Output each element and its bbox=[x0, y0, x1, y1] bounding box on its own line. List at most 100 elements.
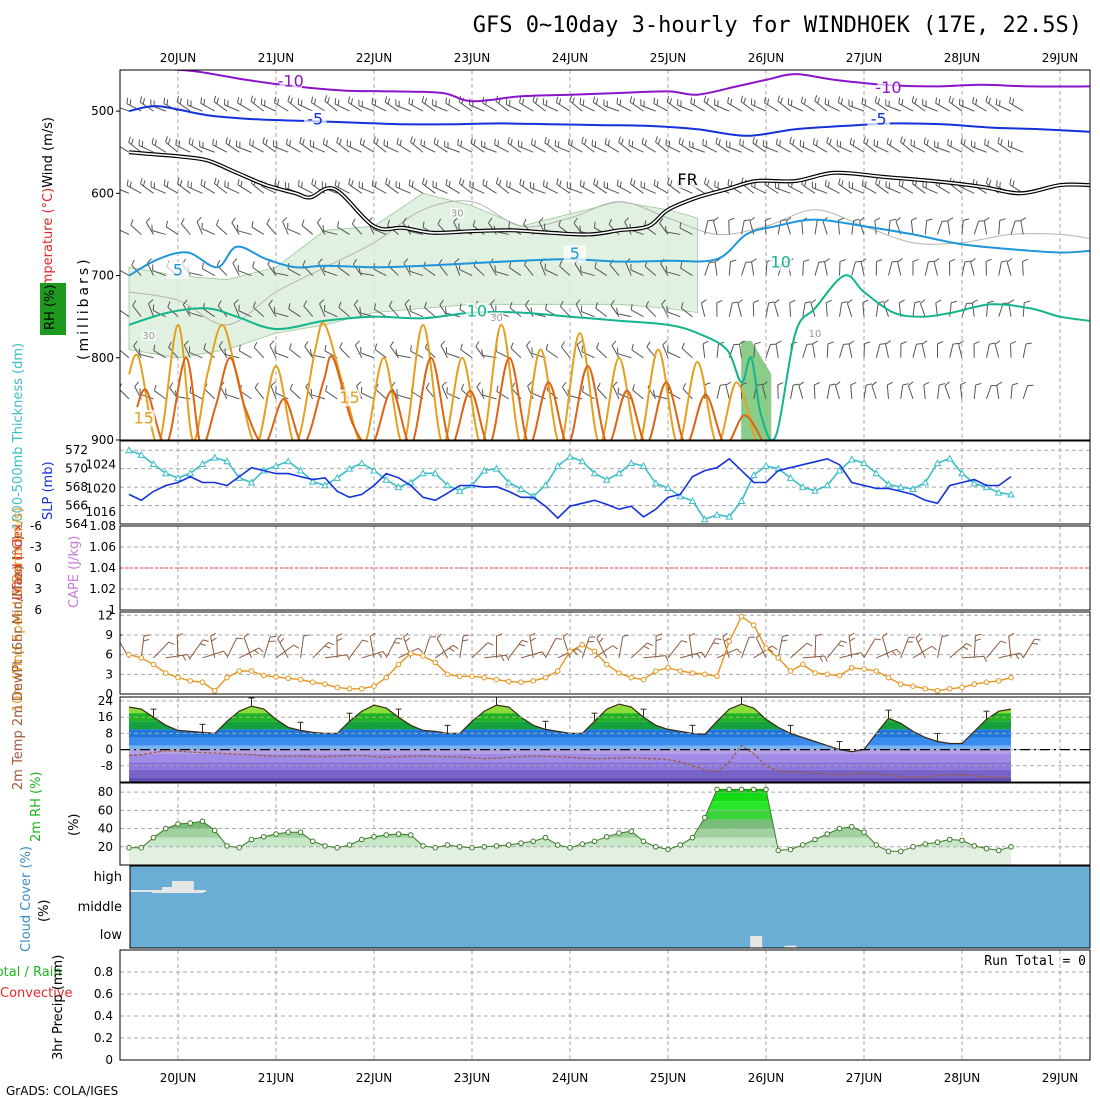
wind-barb-flag bbox=[1019, 652, 1024, 659]
wind-barb bbox=[665, 144, 681, 153]
wind-barb-flag bbox=[641, 137, 644, 144]
wind-barb bbox=[471, 642, 489, 659]
wind-barb-flag bbox=[506, 180, 508, 187]
wind-barb-flag bbox=[545, 303, 548, 310]
wind-barb bbox=[898, 184, 914, 194]
wind-barb-flag bbox=[866, 383, 873, 386]
y-tick-label: 6 bbox=[105, 648, 113, 662]
wind-barb-flag bbox=[963, 139, 966, 146]
wind-barb bbox=[165, 226, 179, 235]
wind-barb-flag bbox=[701, 299, 707, 304]
wind-barb-flag bbox=[754, 341, 761, 345]
wind-barb bbox=[789, 302, 791, 317]
wind-barb-flag bbox=[891, 650, 897, 656]
wind-barb bbox=[616, 103, 632, 112]
data-point bbox=[885, 674, 892, 681]
wind-barb bbox=[775, 187, 791, 194]
wind-barb-flag bbox=[607, 139, 610, 146]
wind-barb bbox=[848, 105, 865, 112]
wind-barb-flag bbox=[643, 220, 647, 227]
data-point bbox=[873, 842, 880, 848]
wind-barb-flag bbox=[762, 381, 768, 386]
wind-barb-flag bbox=[886, 137, 889, 144]
wind-barb-flag bbox=[693, 99, 696, 106]
data-point bbox=[701, 671, 708, 678]
data-point bbox=[933, 459, 942, 467]
wind-barb bbox=[176, 635, 179, 658]
wind-barb-flag bbox=[163, 179, 166, 186]
wind-barb bbox=[873, 145, 889, 153]
wind-barb bbox=[640, 104, 656, 112]
wind-barb-flag bbox=[439, 299, 444, 306]
data-point bbox=[322, 681, 328, 687]
wind-barb bbox=[153, 350, 167, 359]
wind-barb bbox=[153, 641, 170, 659]
wind-barb-flag bbox=[411, 99, 414, 106]
wind-barb-flag bbox=[371, 97, 374, 104]
contour-label: 15 bbox=[134, 409, 154, 428]
date-label-bottom: 22JUN bbox=[356, 1071, 393, 1085]
wind-barb bbox=[737, 303, 742, 317]
wind-barb-flag bbox=[593, 221, 596, 228]
wind-barb bbox=[556, 102, 571, 112]
y-tick-label: 500 bbox=[91, 104, 114, 118]
wind-barb-flag bbox=[775, 340, 782, 345]
wind-barb bbox=[911, 101, 926, 112]
wind-barb bbox=[834, 385, 840, 400]
wind-barb-flag bbox=[720, 383, 727, 386]
wind-barb bbox=[388, 305, 399, 317]
wind-barb-flag bbox=[154, 139, 157, 146]
data-point bbox=[236, 844, 243, 851]
wind-barb-flag bbox=[824, 98, 827, 105]
wind-barb bbox=[860, 261, 865, 276]
wind-barb bbox=[921, 344, 926, 358]
precip-label-total: Total / Rain bbox=[0, 965, 62, 980]
data-point bbox=[959, 837, 965, 844]
data-point bbox=[676, 492, 685, 500]
data-point bbox=[738, 613, 745, 620]
wind-barb bbox=[603, 186, 620, 194]
wind-barb bbox=[433, 143, 448, 153]
wind-barb-flag bbox=[958, 340, 964, 345]
wind-barb bbox=[677, 104, 693, 112]
series-line bbox=[128, 457, 1012, 520]
wind-barb bbox=[681, 348, 693, 359]
wind-barb bbox=[579, 103, 595, 112]
wind-barb bbox=[934, 146, 950, 153]
contour-label-bg bbox=[563, 245, 587, 263]
wind-barb bbox=[187, 186, 203, 194]
data-point bbox=[971, 681, 978, 687]
wind-barb bbox=[199, 146, 215, 153]
data-point bbox=[763, 786, 769, 793]
wind-barb-flag bbox=[730, 180, 733, 187]
wind-barb bbox=[476, 386, 485, 400]
wind-barb bbox=[424, 307, 436, 318]
wind-barb-flag bbox=[989, 342, 996, 345]
wind-barb bbox=[397, 394, 411, 400]
data-point bbox=[567, 844, 573, 851]
wind-barb bbox=[593, 183, 608, 194]
top-date-axis: 20JUN 21JUN 22JUN 23JUN 24JUN 25JUN 26JUN 27JUN… bbox=[160, 51, 1079, 65]
wind-barb-flag bbox=[1012, 180, 1015, 187]
wind-barb-flag bbox=[399, 139, 402, 146]
wind-barb-flag bbox=[960, 137, 963, 144]
data-point bbox=[640, 676, 647, 683]
wind-barb bbox=[128, 141, 142, 153]
wind-barb-flag bbox=[736, 648, 742, 654]
wind-barb bbox=[140, 183, 154, 194]
wind-barb-flag bbox=[632, 180, 636, 187]
wind-barb bbox=[249, 144, 264, 153]
wind-barb-flag bbox=[756, 383, 763, 386]
wind-barb-flag bbox=[322, 138, 325, 145]
wind-barb-flag bbox=[952, 342, 959, 345]
data-point bbox=[811, 486, 819, 494]
wind-barb-flag bbox=[233, 299, 239, 305]
wind-barb-flag bbox=[596, 342, 600, 349]
wind-barb-flag bbox=[1008, 299, 1015, 304]
wind-barb bbox=[403, 263, 412, 276]
data-point bbox=[530, 838, 537, 845]
wind-barb bbox=[755, 637, 767, 659]
wind-barb-flag bbox=[458, 177, 462, 184]
wind-barb bbox=[814, 261, 820, 276]
wind-barb bbox=[947, 144, 963, 153]
